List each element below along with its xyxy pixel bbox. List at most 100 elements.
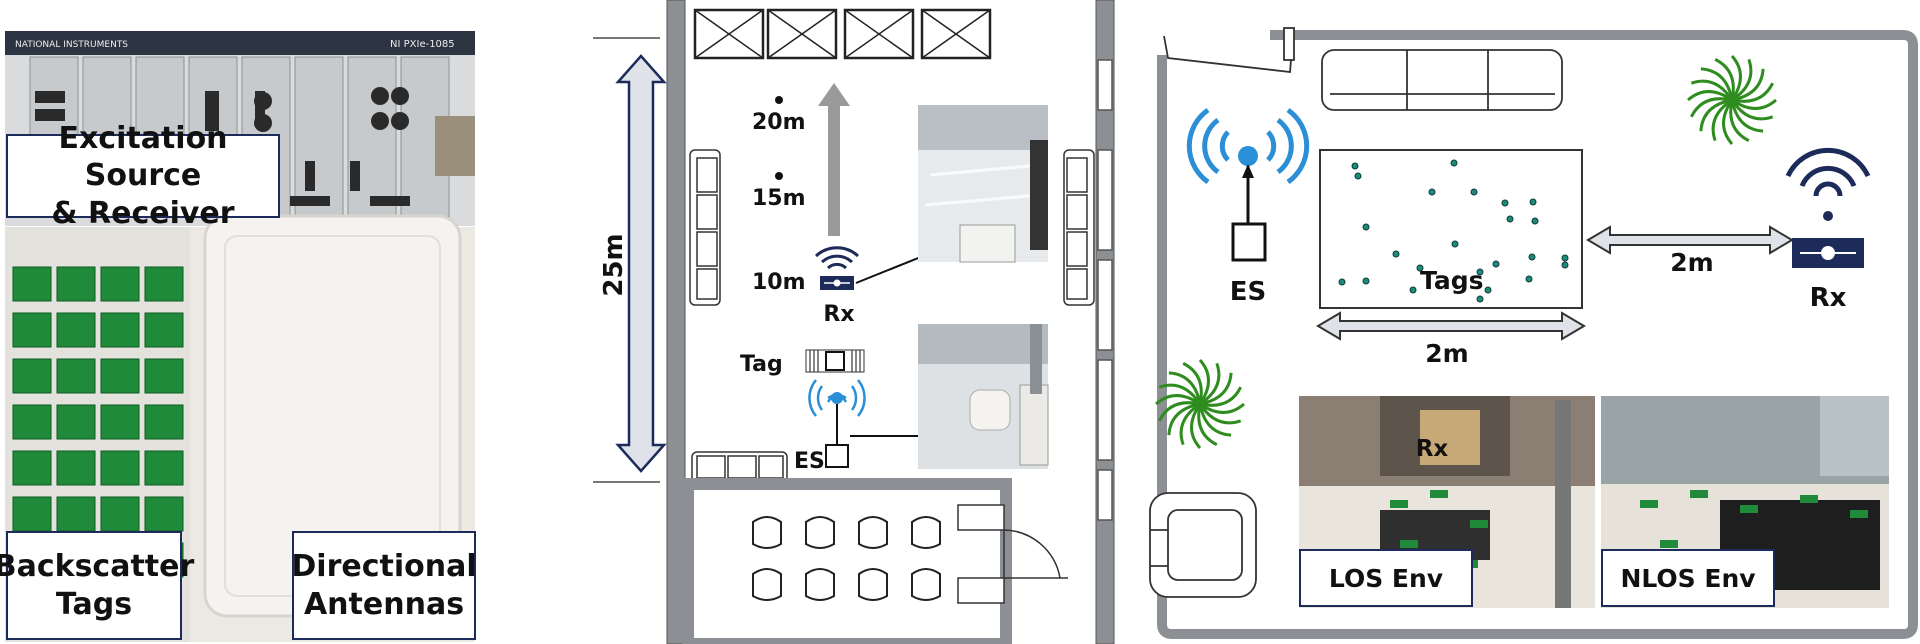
tags-label: Tags [1420,266,1483,295]
plant-leaf [1158,383,1202,405]
pcb-tag [12,450,52,486]
plant-leaf [1182,362,1203,405]
room-sofa [1321,49,1563,111]
tag-dot [1529,198,1537,206]
tag-dot [1362,223,1370,231]
pcb-tag [12,358,52,394]
tag-label: Tag [740,352,783,377]
es-device-small [808,379,866,468]
plant-leaf [1729,99,1750,142]
es-device-large [1186,107,1310,262]
width-arrow [1316,311,1586,341]
plant-bottom-icon [1155,359,1245,449]
pcb-tag [144,496,184,532]
plant-leaf [1699,98,1733,132]
antennas-label: Directional Antennas [291,531,477,640]
pcb-tag [12,404,52,440]
plant-leaf [1168,371,1202,405]
plant-leaf [1722,99,1734,145]
pcb-tag [12,266,52,302]
chair [858,568,888,601]
gap-label: 2m [1670,248,1713,277]
es-label-small: ES [794,449,825,474]
pcb-tag [56,312,96,348]
photo-rx-label: Rx [1416,436,1449,462]
pcb-tag [144,312,184,348]
tag-dot [1428,188,1436,196]
tag-dot [1561,254,1569,262]
tag-dot [1528,253,1536,261]
plant-leaf [1690,79,1734,101]
rx-device [814,246,860,290]
pcb-tag [144,404,184,440]
pcb-tag [144,450,184,486]
armchair [1149,492,1257,598]
plant-leaf [1199,386,1242,407]
pcb-tag [12,312,52,348]
plant-leaf [1731,58,1753,102]
width-label: 2m [1425,339,1468,368]
pcb-tag [100,404,140,440]
movement-arrow [818,83,850,236]
tag-dot [1409,286,1417,294]
chair [858,516,888,549]
plant-leaf [1179,402,1201,446]
nlos-photo [1601,396,1889,608]
tag-dot [1531,217,1539,225]
right-sofa [1063,149,1095,306]
tag-dot [1351,162,1359,170]
chair [752,516,782,549]
window-frames [1097,59,1113,521]
plant-leaf [1199,372,1233,406]
pcb-tag [56,358,96,394]
es-label-large: ES [1230,277,1267,307]
corridor-photo-bottom [918,324,1049,469]
tag-dot [1416,264,1424,272]
pcb-tag [144,358,184,394]
rx-label-large: Rx [1810,283,1847,313]
los-photo [1299,396,1595,608]
tag-dot [1392,250,1400,258]
plant-leaf [1731,68,1765,102]
model-text: NI PXIe-1085 [390,39,455,50]
plant-leaf [1714,58,1735,101]
nlos-label: NLOS Env [1620,564,1755,593]
hardware-panel: NATIONAL INSTRUMENTS NI PXIe-1085 Excita… [0,31,477,642]
tag-dot [1450,159,1458,167]
tag-dot [1476,295,1484,303]
chair [805,516,835,549]
length-arrow [615,54,667,473]
plant-leaf [1687,90,1733,102]
pcb-tag [56,404,96,440]
corridor-left-wall [666,0,686,644]
bottom-sofa [691,451,788,483]
tag-dot [1506,215,1514,223]
tag-dot [1451,240,1459,248]
tag-dot [1492,260,1500,268]
pcb-tag [56,266,96,302]
point-20m [775,96,783,104]
plant-leaf [1711,98,1733,142]
plant-leaf [1700,67,1734,101]
chair [911,568,941,601]
tag-chip-icon [805,349,865,373]
pcb-tag [56,450,96,486]
label-20m: 20m [752,110,806,135]
pcb-tag [100,266,140,302]
tag-dot [1354,172,1362,180]
plant-leaf [1198,403,1242,425]
rx-label: Rx [823,302,854,327]
plant-leaf [1730,99,1764,133]
pcb-tag [100,312,140,348]
plant-leaf [1730,55,1742,101]
rx-device-large [1785,147,1871,268]
excitation-label: Excitation Source & Receiver [6,121,280,231]
plant-top-icon [1687,55,1777,145]
tag-dot [1476,268,1484,276]
brand-text: NATIONAL INSTRUMENTS [15,40,128,50]
pcb-tag [100,450,140,486]
meeting-chairs [752,516,941,601]
plant-leaf [1167,402,1201,436]
tag-dot [1470,188,1478,196]
